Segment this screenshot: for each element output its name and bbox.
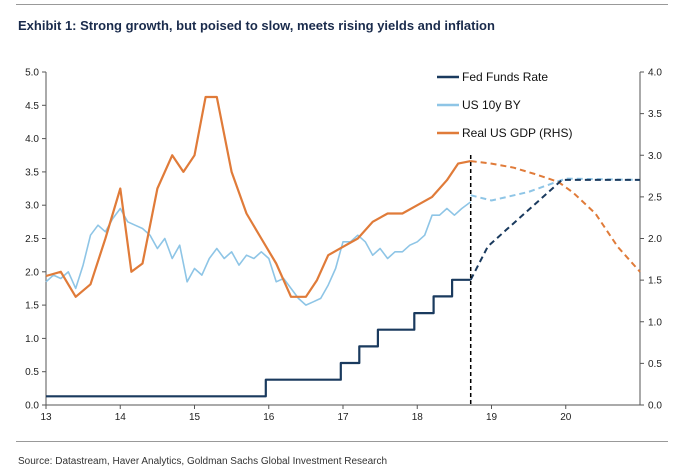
y-right-tick-label: 0.5: [648, 359, 662, 370]
y-right-tick-label: 1.0: [648, 317, 662, 328]
y-left-tick-label: 1.5: [25, 301, 39, 312]
x-tick-label: 18: [412, 412, 424, 423]
legend-label-us-10y-by: US 10y BY: [462, 98, 521, 112]
y-left-tick-label: 4.0: [25, 134, 39, 145]
y-left-tick-label: 3.0: [25, 201, 39, 212]
y-left-tick-label: 5.0: [25, 68, 39, 79]
y-right-tick-label: 2.5: [648, 192, 662, 203]
x-tick-label: 19: [486, 412, 498, 423]
axes: 0.0 0.5 1.0 1.5 2.0 2.5 3.0 3.5 4.0 4.5 5.0 0.0 0.5 1…: [25, 68, 662, 424]
series-forecast-real-us-gdp-rhs: [470, 160, 641, 273]
x-tick-label: 14: [115, 412, 127, 423]
y-left-tick-label: 2.5: [25, 234, 39, 245]
y-right-tick-label: 3.0: [648, 151, 662, 162]
legend-label-real-us-gdp-rhs: Real US GDP (RHS): [462, 126, 572, 140]
x-tick-label: 16: [263, 412, 275, 423]
x-tick-label: 20: [560, 412, 572, 423]
y-left-tick-label: 3.5: [25, 167, 39, 178]
series-line-real-us-gdp-rhs: [45, 95, 471, 298]
y-left-tick-label: 2.0: [25, 267, 39, 278]
y-left-tick-label: 4.5: [25, 101, 39, 112]
y-right-tick-label: 2.0: [648, 234, 662, 245]
x-tick-label: 13: [40, 412, 52, 423]
y-left-tick-label: 0.5: [25, 367, 39, 378]
y-right-tick-label: 3.5: [648, 109, 662, 120]
series-layer: [45, 95, 641, 405]
series-forecast-fed-funds-rate: [469, 178, 640, 281]
y-right-tick-label: 0.0: [648, 401, 662, 412]
series-line-fed-funds-rate: [46, 278, 471, 398]
y-left-tick-label: 0.0: [25, 401, 39, 412]
legend: Fed Funds Rate US 10y BY Real US GDP (RHS): [437, 70, 572, 140]
y-left-tick-label: 1.0: [25, 334, 39, 345]
top-rule: [16, 4, 668, 5]
legend-label-fed-funds-rate: Fed Funds Rate: [462, 70, 548, 84]
x-tick-label: 15: [189, 412, 201, 423]
bottom-rule: [16, 441, 668, 442]
series-forecast-us-10y-by: [470, 177, 641, 202]
x-tick-label: 17: [337, 412, 349, 423]
source-note: Source: Datastream, Haver Analytics, Gol…: [18, 456, 388, 467]
y-right-tick-label: 4.0: [648, 68, 662, 79]
chart-title: Exhibit 1: Strong growth, but poised to …: [18, 18, 495, 33]
y-right-tick-label: 1.5: [648, 276, 662, 287]
series-line-us-10y-by: [45, 201, 472, 306]
